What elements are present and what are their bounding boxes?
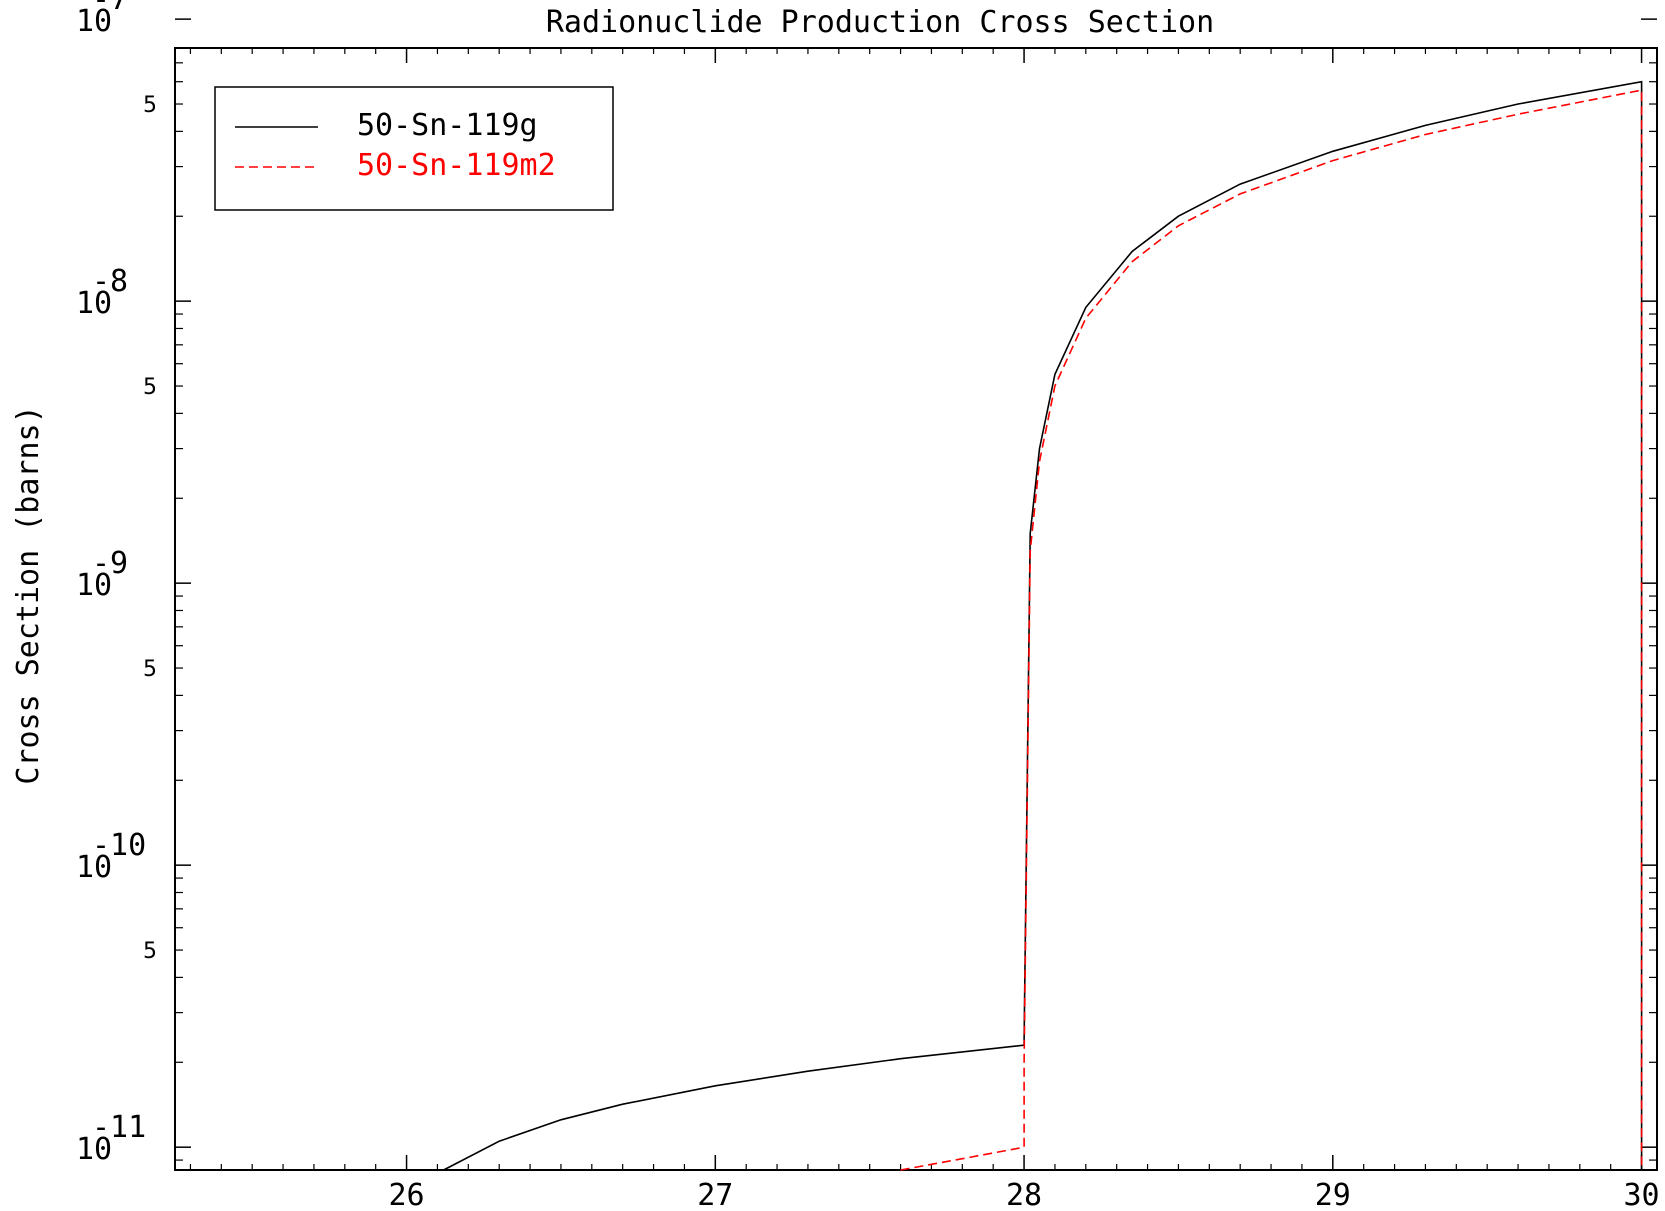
x-tick-label: 26: [389, 1178, 425, 1211]
y-axis-label: Cross Section (barns): [11, 405, 46, 784]
chart-title: Radionuclide Production Cross Section: [546, 5, 1214, 40]
y-tick-label-exponent: -8: [92, 264, 128, 299]
y-tick-label-exponent: -9: [92, 546, 128, 581]
y-tick-label-exponent: -11: [92, 1110, 146, 1145]
legend-label-50-sn-119m2: 50-Sn-119m2: [357, 148, 556, 183]
y-minor-label: 5: [143, 93, 157, 118]
legend-box: [214, 86, 614, 211]
series-line-50-sn-119g: [443, 80, 1643, 1171]
y-tick-label-base: 10: [76, 286, 112, 321]
data-series: [443, 80, 1643, 1171]
x-tick-label: 29: [1315, 1178, 1351, 1211]
x-tick-label: 30: [1624, 1178, 1660, 1211]
x-tick-label: 28: [1006, 1178, 1042, 1211]
legend: 50-Sn-119g 50-Sn-119m2: [214, 86, 614, 211]
y-minor-label: 5: [143, 939, 157, 964]
legend-label-50-sn-119g: 50-Sn-119g: [357, 108, 538, 143]
y-minor-label: 5: [143, 375, 157, 400]
y-minor-label: 5: [143, 657, 157, 682]
plot-frame: [174, 47, 1658, 1171]
y-tick-label-exponent: -7: [92, 0, 128, 17]
y-tick-label-exponent: -10: [92, 828, 146, 863]
x-tick-label: 27: [697, 1178, 733, 1211]
y-tick-label-base: 10: [76, 850, 112, 885]
series-line-50-sn-119m2: [900, 89, 1643, 1171]
y-tick-label-base: 10: [76, 568, 112, 603]
y-tick-label-base: 10: [76, 1132, 112, 1167]
y-tick-label-base: 10: [76, 4, 112, 39]
